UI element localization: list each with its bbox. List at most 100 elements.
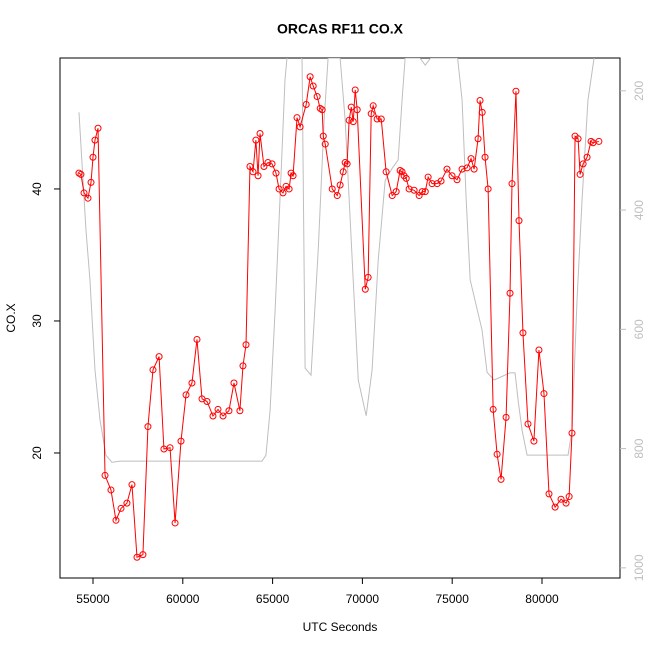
data-point <box>193 335 201 343</box>
data-point <box>306 73 314 81</box>
data-point <box>77 170 85 178</box>
data-point <box>239 362 247 370</box>
data-point <box>388 192 396 200</box>
data-point <box>398 168 406 176</box>
data-point <box>302 100 310 108</box>
data-point <box>418 188 426 196</box>
data-point <box>506 289 514 297</box>
data-point <box>565 493 573 501</box>
data-point <box>318 106 326 114</box>
data-point <box>345 116 353 124</box>
x-tick-label: 65000 <box>256 592 290 606</box>
data-point <box>502 413 510 421</box>
y2-tick-label: 1000 <box>632 554 646 581</box>
data-point <box>341 159 349 167</box>
data-point <box>428 180 436 188</box>
data-point <box>493 450 501 458</box>
data-point <box>84 194 92 202</box>
data-point <box>321 140 329 148</box>
data-point <box>107 486 115 494</box>
data-point <box>242 341 250 349</box>
y-axis-label: CO.X <box>4 303 18 332</box>
data-point <box>545 490 553 498</box>
data-point <box>264 159 272 167</box>
data-point <box>448 172 456 180</box>
data-point <box>289 172 297 180</box>
data-point <box>230 379 238 387</box>
y-tick-label: 40 <box>30 182 44 196</box>
data-point <box>272 169 280 177</box>
data-point <box>182 391 190 399</box>
data-point <box>171 519 179 527</box>
data-point <box>557 495 565 503</box>
data-point <box>470 165 478 173</box>
data-point <box>508 180 516 188</box>
data-point <box>91 136 99 144</box>
data-point <box>519 329 527 337</box>
data-point <box>377 115 385 123</box>
data-point <box>551 503 559 511</box>
y-tick-label: 30 <box>30 314 44 328</box>
series-line <box>78 76 600 559</box>
data-point <box>101 471 109 479</box>
series-line <box>78 58 595 463</box>
data-point <box>484 185 492 193</box>
x-tick-label: 70000 <box>346 592 380 606</box>
data-point <box>177 437 185 445</box>
data-point <box>328 185 336 193</box>
data-point <box>94 124 102 132</box>
data-point <box>333 192 341 200</box>
data-point <box>339 168 347 176</box>
data-point <box>369 102 377 110</box>
data-point <box>424 173 432 181</box>
data-point <box>540 390 548 398</box>
data-point <box>453 176 461 184</box>
data-point <box>203 397 211 405</box>
data-point <box>254 172 262 180</box>
data-point <box>595 137 603 145</box>
data-point <box>361 285 369 293</box>
data-point <box>123 499 131 507</box>
data-point <box>410 186 418 194</box>
data-point <box>364 273 372 281</box>
data-point <box>219 412 227 420</box>
data-point <box>139 551 147 559</box>
data-point <box>524 420 532 428</box>
data-point <box>313 93 321 101</box>
data-point <box>497 475 505 483</box>
data-point <box>579 160 587 168</box>
y2-tick-label: 800 <box>632 438 646 458</box>
data-point <box>443 165 451 173</box>
data-point <box>530 437 538 445</box>
x-tick-label: 55000 <box>76 592 110 606</box>
data-point <box>128 481 136 489</box>
data-point <box>249 168 257 176</box>
data-point <box>279 189 287 197</box>
data-point <box>392 188 400 196</box>
data-point <box>489 405 497 413</box>
data-point <box>268 160 276 168</box>
data-point <box>535 346 543 354</box>
data-point <box>405 185 413 193</box>
data-point <box>458 165 466 173</box>
data-point <box>382 168 390 176</box>
data-point <box>316 104 324 112</box>
data-point <box>144 423 152 431</box>
data-point <box>562 499 570 507</box>
data-point <box>209 412 217 420</box>
data-point <box>351 86 359 94</box>
data-point <box>309 82 317 90</box>
data-point <box>437 177 445 185</box>
data-point <box>285 185 293 193</box>
data-point <box>476 97 484 105</box>
data-point <box>80 189 88 197</box>
x-tick-label: 80000 <box>525 592 559 606</box>
y2-tick-label: 400 <box>632 200 646 220</box>
data-point <box>236 407 244 415</box>
data-point <box>373 115 381 123</box>
data-point <box>275 185 283 193</box>
y2-tick-label: 600 <box>632 319 646 339</box>
data-point <box>260 163 268 171</box>
